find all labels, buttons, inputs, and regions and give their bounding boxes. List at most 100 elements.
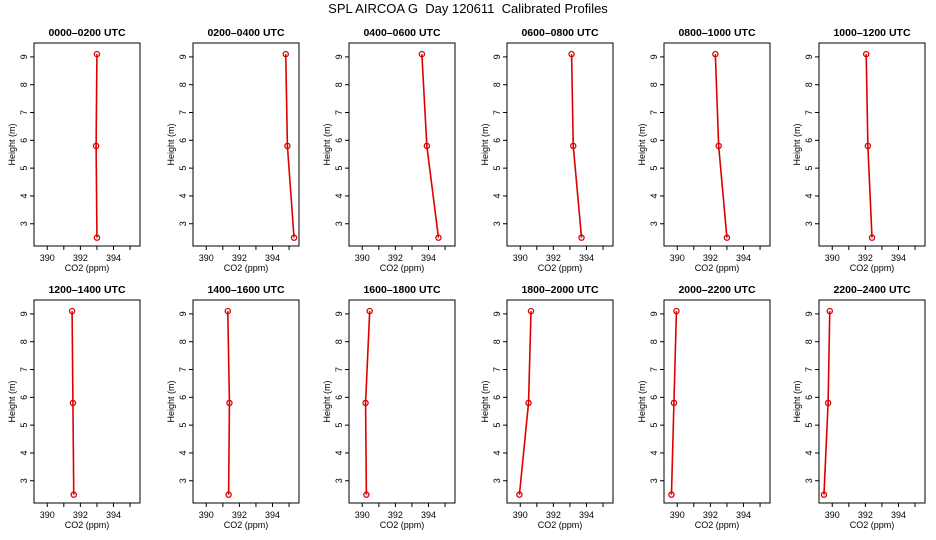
- x-tick-label: 394: [265, 253, 280, 263]
- profile-point: [712, 50, 719, 58]
- plot-frame: [818, 299, 926, 504]
- y-axis-label: Height (m): [322, 380, 332, 422]
- y-tick-label: 7: [19, 110, 29, 115]
- y-tick-label: 4: [649, 450, 659, 455]
- profile-point: [224, 307, 232, 315]
- plot-frame: [506, 299, 614, 504]
- profile-point: [673, 307, 680, 315]
- profile-line: [284, 54, 295, 238]
- y-tick-label: 6: [492, 138, 502, 143]
- x-tick-label: 394: [736, 510, 751, 520]
- y-tick-label: 7: [804, 367, 814, 372]
- x-axis-label: CO2 (ppm): [65, 520, 110, 530]
- profile-point: [570, 142, 577, 150]
- profile-point: [225, 491, 232, 498]
- panel-title: 1600–1800 UTC: [363, 284, 440, 296]
- x-tick-label: 392: [388, 510, 403, 520]
- x-axis-label: CO2 (ppm): [850, 263, 895, 273]
- panel-title: 1200–1400 UTC: [48, 284, 125, 296]
- plot-frame: [348, 299, 456, 504]
- y-tick-label: 3: [492, 221, 502, 226]
- profile-point: [226, 399, 233, 407]
- y-tick-label: 8: [649, 82, 659, 87]
- y-tick-label: 7: [178, 110, 188, 115]
- y-tick-label: 4: [492, 450, 502, 455]
- y-tick-label: 7: [492, 110, 502, 115]
- y-tick-label: 7: [19, 367, 29, 372]
- x-tick-label: 390: [40, 510, 55, 520]
- y-tick-label: 8: [178, 339, 188, 344]
- profile-line: [71, 311, 75, 495]
- x-tick-label: 390: [199, 510, 214, 520]
- y-axis-label: Height (m): [637, 123, 647, 165]
- profile-line: [714, 54, 728, 238]
- profile-point: [435, 234, 442, 241]
- profile-line: [95, 54, 98, 238]
- x-tick-label: 392: [703, 510, 718, 520]
- profile-point: [820, 491, 828, 498]
- panel-title: 0200–0400 UTC: [207, 27, 284, 39]
- x-tick-label: 392: [73, 510, 88, 520]
- y-tick-label: 4: [649, 193, 659, 198]
- y-axis-label: Height (m): [637, 380, 647, 422]
- y-tick-label: 8: [178, 82, 188, 87]
- panel-title: 2200–2400 UTC: [833, 284, 910, 296]
- profile-point: [70, 491, 78, 498]
- y-tick-label: 6: [19, 395, 29, 400]
- y-tick-label: 8: [19, 82, 29, 87]
- panel-title: 0000–0200 UTC: [48, 27, 125, 39]
- panel-title: 0800–1000 UTC: [678, 27, 755, 39]
- profile-point: [527, 307, 535, 315]
- x-tick-label: 392: [858, 510, 873, 520]
- panel-title: 1800–2000 UTC: [521, 284, 598, 296]
- y-tick-label: 7: [178, 367, 188, 372]
- y-axis-label: Height (m): [7, 123, 17, 165]
- y-tick-label: 3: [334, 221, 344, 226]
- y-tick-label: 5: [19, 423, 29, 428]
- profile-line: [570, 54, 583, 238]
- x-tick-label: 394: [891, 510, 906, 520]
- y-tick-label: 6: [649, 395, 659, 400]
- profile-point: [723, 234, 731, 241]
- y-tick-label: 7: [804, 110, 814, 115]
- y-tick-label: 5: [804, 423, 814, 428]
- y-axis-label: Height (m): [322, 123, 332, 165]
- profile-line: [670, 311, 678, 495]
- y-axis-label: Height (m): [166, 123, 176, 165]
- profile-point: [824, 399, 832, 407]
- profile-point: [423, 142, 431, 150]
- panel-title: 1400–1600 UTC: [207, 284, 284, 296]
- profile-point: [525, 399, 532, 407]
- profile-point: [92, 142, 100, 150]
- x-tick-label: 390: [513, 510, 528, 520]
- y-tick-label: 6: [178, 138, 188, 143]
- y-tick-label: 5: [178, 166, 188, 171]
- y-axis-label: Height (m): [792, 123, 802, 165]
- profile-point: [516, 491, 523, 498]
- profile-line: [823, 311, 831, 495]
- x-tick-label: 394: [579, 253, 594, 263]
- x-tick-label: 394: [421, 510, 436, 520]
- x-axis-label: CO2 (ppm): [65, 263, 110, 273]
- profile-point: [668, 491, 675, 498]
- x-tick-label: 390: [40, 253, 55, 263]
- profile-line: [421, 54, 440, 238]
- x-tick-label: 390: [199, 253, 214, 263]
- y-tick-label: 9: [649, 311, 659, 316]
- x-axis-label: CO2 (ppm): [380, 520, 425, 530]
- y-tick-label: 3: [804, 478, 814, 483]
- y-axis-label: Height (m): [166, 380, 176, 422]
- profile-point: [93, 234, 101, 241]
- y-tick-label: 5: [334, 166, 344, 171]
- y-tick-label: 8: [334, 82, 344, 87]
- x-tick-label: 392: [232, 510, 247, 520]
- y-tick-label: 9: [19, 54, 29, 59]
- x-tick-label: 390: [670, 510, 685, 520]
- x-tick-label: 392: [546, 253, 561, 263]
- x-tick-label: 392: [73, 253, 88, 263]
- x-axis-label: CO2 (ppm): [224, 263, 269, 273]
